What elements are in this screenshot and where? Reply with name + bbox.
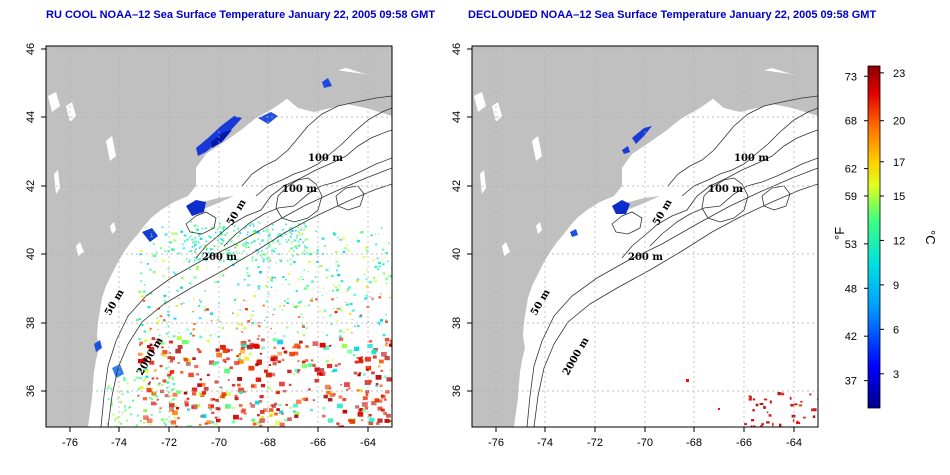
fahrenheit-tick-label: 42 xyxy=(845,331,857,343)
celsius-tick-label: 23 xyxy=(893,68,905,80)
x-tick-label: -64 xyxy=(786,437,802,449)
x-tick-label: -74 xyxy=(537,437,553,449)
celsius-tick-label: 9 xyxy=(893,280,899,292)
x-tick-label: -74 xyxy=(111,437,127,449)
fahrenheit-tick-label: 59 xyxy=(845,191,857,203)
colorbar: 73 68 62 59 53 48 42 37 23 20 17 15 12 9 6 3 °F °C xyxy=(832,65,938,409)
contour-label-100m-b: 100 m xyxy=(708,184,743,195)
x-tick-label: -70 xyxy=(211,437,227,449)
x-tick-label: -64 xyxy=(360,437,376,449)
contour-label-100m-a: 100 m xyxy=(308,153,343,164)
left-map[interactable]: 100 m 100 m 50 m 200 m 50 m 2000 m xyxy=(45,45,396,431)
contour-label-100m-b: 100 m xyxy=(282,184,317,195)
sst-pixels-right xyxy=(570,126,818,427)
left-map-axes: -76 -74 -72 -70 -68 -66 -64 36 38 40 42 44 46 xyxy=(25,43,376,449)
celsius-tick-label: 17 xyxy=(893,157,905,169)
contour-label-200m: 200 m xyxy=(628,252,663,263)
x-tick-label: -72 xyxy=(587,437,603,449)
celsius-tick-label: 15 xyxy=(893,191,905,203)
left-map-title: RU COOL NOAA–12 Sea Surface Temperature … xyxy=(46,9,436,21)
x-tick-label: -66 xyxy=(310,437,326,449)
fahrenheit-tick-label: 37 xyxy=(845,376,857,388)
y-tick-label: 46 xyxy=(25,43,37,55)
y-tick-label: 40 xyxy=(25,248,37,260)
y-tick-label: 46 xyxy=(451,43,463,55)
x-tick-label: -68 xyxy=(686,437,702,449)
right-map[interactable]: 100 m 100 m 50 m 200 m 50 m 2000 m xyxy=(471,45,820,429)
celsius-unit-label: °C xyxy=(923,230,938,245)
right-map-axes: -76 -74 -72 -70 -68 -66 -64 36 38 40 42 44 46 xyxy=(451,43,802,449)
x-tick-label: -76 xyxy=(62,437,78,449)
colorbar-gradient xyxy=(867,65,881,409)
celsius-tick-label: 3 xyxy=(893,369,899,381)
x-tick-label: -68 xyxy=(260,437,276,449)
y-tick-label: 42 xyxy=(25,180,37,192)
fahrenheit-tick-label: 53 xyxy=(845,239,857,251)
contour-label-200m: 200 m xyxy=(202,252,237,263)
y-tick-label: 42 xyxy=(451,180,463,192)
y-tick-label: 44 xyxy=(25,111,37,123)
celsius-tick-label: 12 xyxy=(893,235,905,247)
contour-label-100m-a: 100 m xyxy=(734,153,769,164)
fahrenheit-tick-label: 73 xyxy=(845,71,857,83)
fahrenheit-tick-label: 48 xyxy=(845,283,857,295)
x-tick-label: -70 xyxy=(637,437,653,449)
x-tick-label: -72 xyxy=(161,437,177,449)
celsius-tick-label: 20 xyxy=(893,116,905,128)
fahrenheit-tick-label: 62 xyxy=(845,164,857,176)
sst-pixels-left xyxy=(94,78,392,427)
celsius-tick-label: 6 xyxy=(893,324,899,336)
y-tick-label: 36 xyxy=(451,385,463,397)
x-tick-label: -76 xyxy=(488,437,504,449)
fahrenheit-tick-label: 68 xyxy=(845,116,857,128)
x-tick-label: -66 xyxy=(736,437,752,449)
y-tick-label: 36 xyxy=(25,385,37,397)
fahrenheit-unit-label: °F xyxy=(832,227,847,240)
y-tick-label: 40 xyxy=(451,248,463,260)
y-tick-label: 38 xyxy=(25,317,37,329)
right-map-title: DECLOUDED NOAA–12 Sea Surface Temperatur… xyxy=(468,9,877,21)
y-tick-label: 44 xyxy=(451,111,463,123)
y-tick-label: 38 xyxy=(451,317,463,329)
